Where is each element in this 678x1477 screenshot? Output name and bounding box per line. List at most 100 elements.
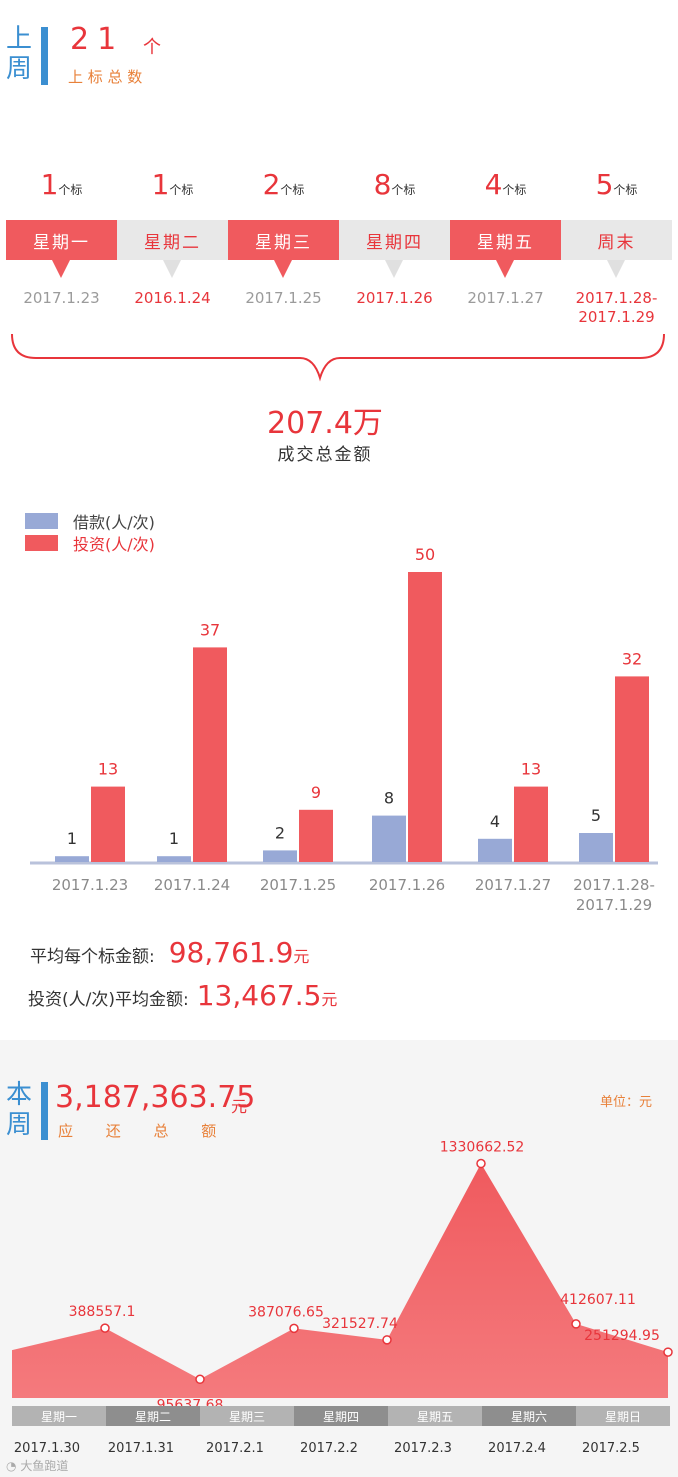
day-pointer-icon <box>163 260 181 278</box>
day-count-unit: 个标 <box>613 183 638 197</box>
blue-divider <box>41 27 48 85</box>
this-week-section <box>0 1040 678 1477</box>
weekday-label: 星期六 <box>511 1410 547 1424</box>
blue-divider <box>41 1082 48 1140</box>
side-label-char: 周 <box>6 1110 33 1140</box>
avg-per-bid-label: 平均每个标金额: <box>30 947 155 967</box>
avg-invest: 投资(人/次)平均金额: 13,467.5 元 <box>28 979 337 1012</box>
bar-borrow <box>157 856 191 862</box>
date-tick-label: 2017.2.1 <box>206 1441 264 1456</box>
weekday-band <box>482 1406 576 1426</box>
x-tick-label: 2017.1.23 <box>52 876 128 894</box>
day-pointer-icon <box>385 260 403 278</box>
bar-borrow <box>579 833 613 862</box>
data-point <box>476 1158 486 1169</box>
weekday-label: 星期五 <box>417 1410 453 1424</box>
watermark-text: 大鱼跑道 <box>20 1459 69 1473</box>
data-point-label: 387076.65 <box>248 1304 324 1320</box>
weekday-band <box>200 1406 294 1426</box>
day-count-number: 1 <box>151 168 170 201</box>
avg-per-bid-value: 98,761.9 <box>168 936 294 969</box>
area-chart: 388557.195637.68387076.65321527.74133066… <box>12 1140 673 1456</box>
last-week-total-caption: 上 标 总 数 <box>68 68 143 86</box>
legend: 借款(人/次) 投资(人/次) <box>25 510 155 554</box>
weekday-label: 星期三 <box>229 1410 265 1424</box>
side-label-char: 上 <box>6 24 33 54</box>
bar-chart: 1 13 2017.1.23 1 37 2017.1.24 2 9 2017.1.25 8 50 20… <box>30 545 658 914</box>
day-count-number: 2 <box>262 168 281 201</box>
day-date: 2017.1.27 <box>467 289 544 307</box>
side-label-char: 本 <box>6 1080 33 1110</box>
day-count-unit: 个标 <box>502 183 527 197</box>
brace-icon <box>11 333 665 382</box>
data-point-label: 388557.1 <box>69 1304 136 1320</box>
this-week-total-caption: 应 还 总 额 <box>58 1122 231 1140</box>
last-week-side-label: 上 周 <box>6 24 38 84</box>
day-tab: 星期五 <box>450 220 561 260</box>
data-point <box>100 1323 110 1333</box>
date-tick-label: 2017.1.30 <box>14 1441 80 1456</box>
date-tick-label: 2017.2.2 <box>300 1441 358 1456</box>
day-tab: 星期一 <box>6 220 117 260</box>
data-point-label: 1330662.52 <box>440 1140 525 1156</box>
day-date: 2017.1.28- 2017.1.29 <box>575 289 658 326</box>
x-tick-label: 2017.1.29 <box>576 896 652 914</box>
weekday-band <box>294 1406 388 1426</box>
bar-borrow <box>478 838 512 862</box>
day-pointer-icon <box>607 260 625 278</box>
bar-value-label: 13 <box>521 760 541 779</box>
day-count-unit: 个标 <box>169 183 194 197</box>
bar-borrow <box>263 850 297 862</box>
date-tick-label: 2017.2.4 <box>488 1441 546 1456</box>
day-count-number: 1 <box>40 168 59 201</box>
avg-invest-label: 投资(人/次)平均金额: <box>28 990 189 1010</box>
date-tick-label: 2017.2.3 <box>394 1441 452 1456</box>
legend-swatch-borrow <box>25 513 58 529</box>
bar-value-label: 8 <box>384 789 394 808</box>
legend-item-borrow: 借款(人/次) <box>25 510 155 532</box>
legend-swatch-invest <box>25 535 58 551</box>
avg-per-bid: 平均每个标金额: 98,761.9 元 <box>30 936 309 969</box>
data-point <box>571 1319 581 1329</box>
day-count-unit: 个标 <box>391 183 416 197</box>
weekday-label: 星期一 <box>41 1410 77 1424</box>
day-date: 2017.1.25 <box>245 289 322 307</box>
bar-value-label: 1 <box>169 829 179 848</box>
day-count-unit: 个标 <box>58 183 83 197</box>
day-count-number: 5 <box>595 168 614 201</box>
data-point-label: 321527.74 <box>322 1316 398 1332</box>
side-label-char: 周 <box>6 54 33 84</box>
data-point-label: 251294.95 <box>584 1328 660 1344</box>
day-count-number: 8 <box>373 168 392 201</box>
weekday-band <box>388 1406 482 1426</box>
bar-value-label: 37 <box>200 620 220 639</box>
day-tab: 星期三 <box>228 220 339 260</box>
this-week-total-unit: 元 <box>231 1097 248 1116</box>
deal-amount: 207.4万 <box>267 406 383 441</box>
x-tick-label: 2017.1.26 <box>369 876 445 894</box>
x-tick-label: 2017.1.27 <box>475 876 551 894</box>
bar-invest <box>615 676 649 862</box>
day-date: 2017.1.23 <box>23 289 100 307</box>
date-tick-label: 2017.1.31 <box>108 1441 174 1456</box>
this-week-side-label: 本 周 <box>6 1080 38 1140</box>
watermark: ◔ 大鱼跑道 <box>6 1457 68 1474</box>
legend-label: 借款(人/次) <box>73 513 155 532</box>
day-count: 2个标 <box>228 168 339 201</box>
data-point <box>382 1335 392 1345</box>
weibo-icon: ◔ <box>6 1459 17 1473</box>
bar-value-label: 1 <box>67 829 77 848</box>
date-tick-label: 2017.2.5 <box>582 1441 640 1456</box>
day-pointer-icon <box>274 260 292 278</box>
day-count: 8个标 <box>339 168 450 201</box>
day-count: 4个标 <box>450 168 561 201</box>
data-point-label: 412607.11 <box>560 1292 636 1308</box>
weekday-label: 星期日 <box>605 1410 641 1424</box>
day-tab: 周末 <box>561 220 672 260</box>
day-count: 1个标 <box>117 168 228 201</box>
weekday-band <box>12 1406 106 1426</box>
legend-label: 投资(人/次) <box>73 535 155 554</box>
bar-invest <box>514 786 548 862</box>
day-pointer-icon <box>52 260 70 278</box>
bar-value-label: 32 <box>622 649 642 668</box>
